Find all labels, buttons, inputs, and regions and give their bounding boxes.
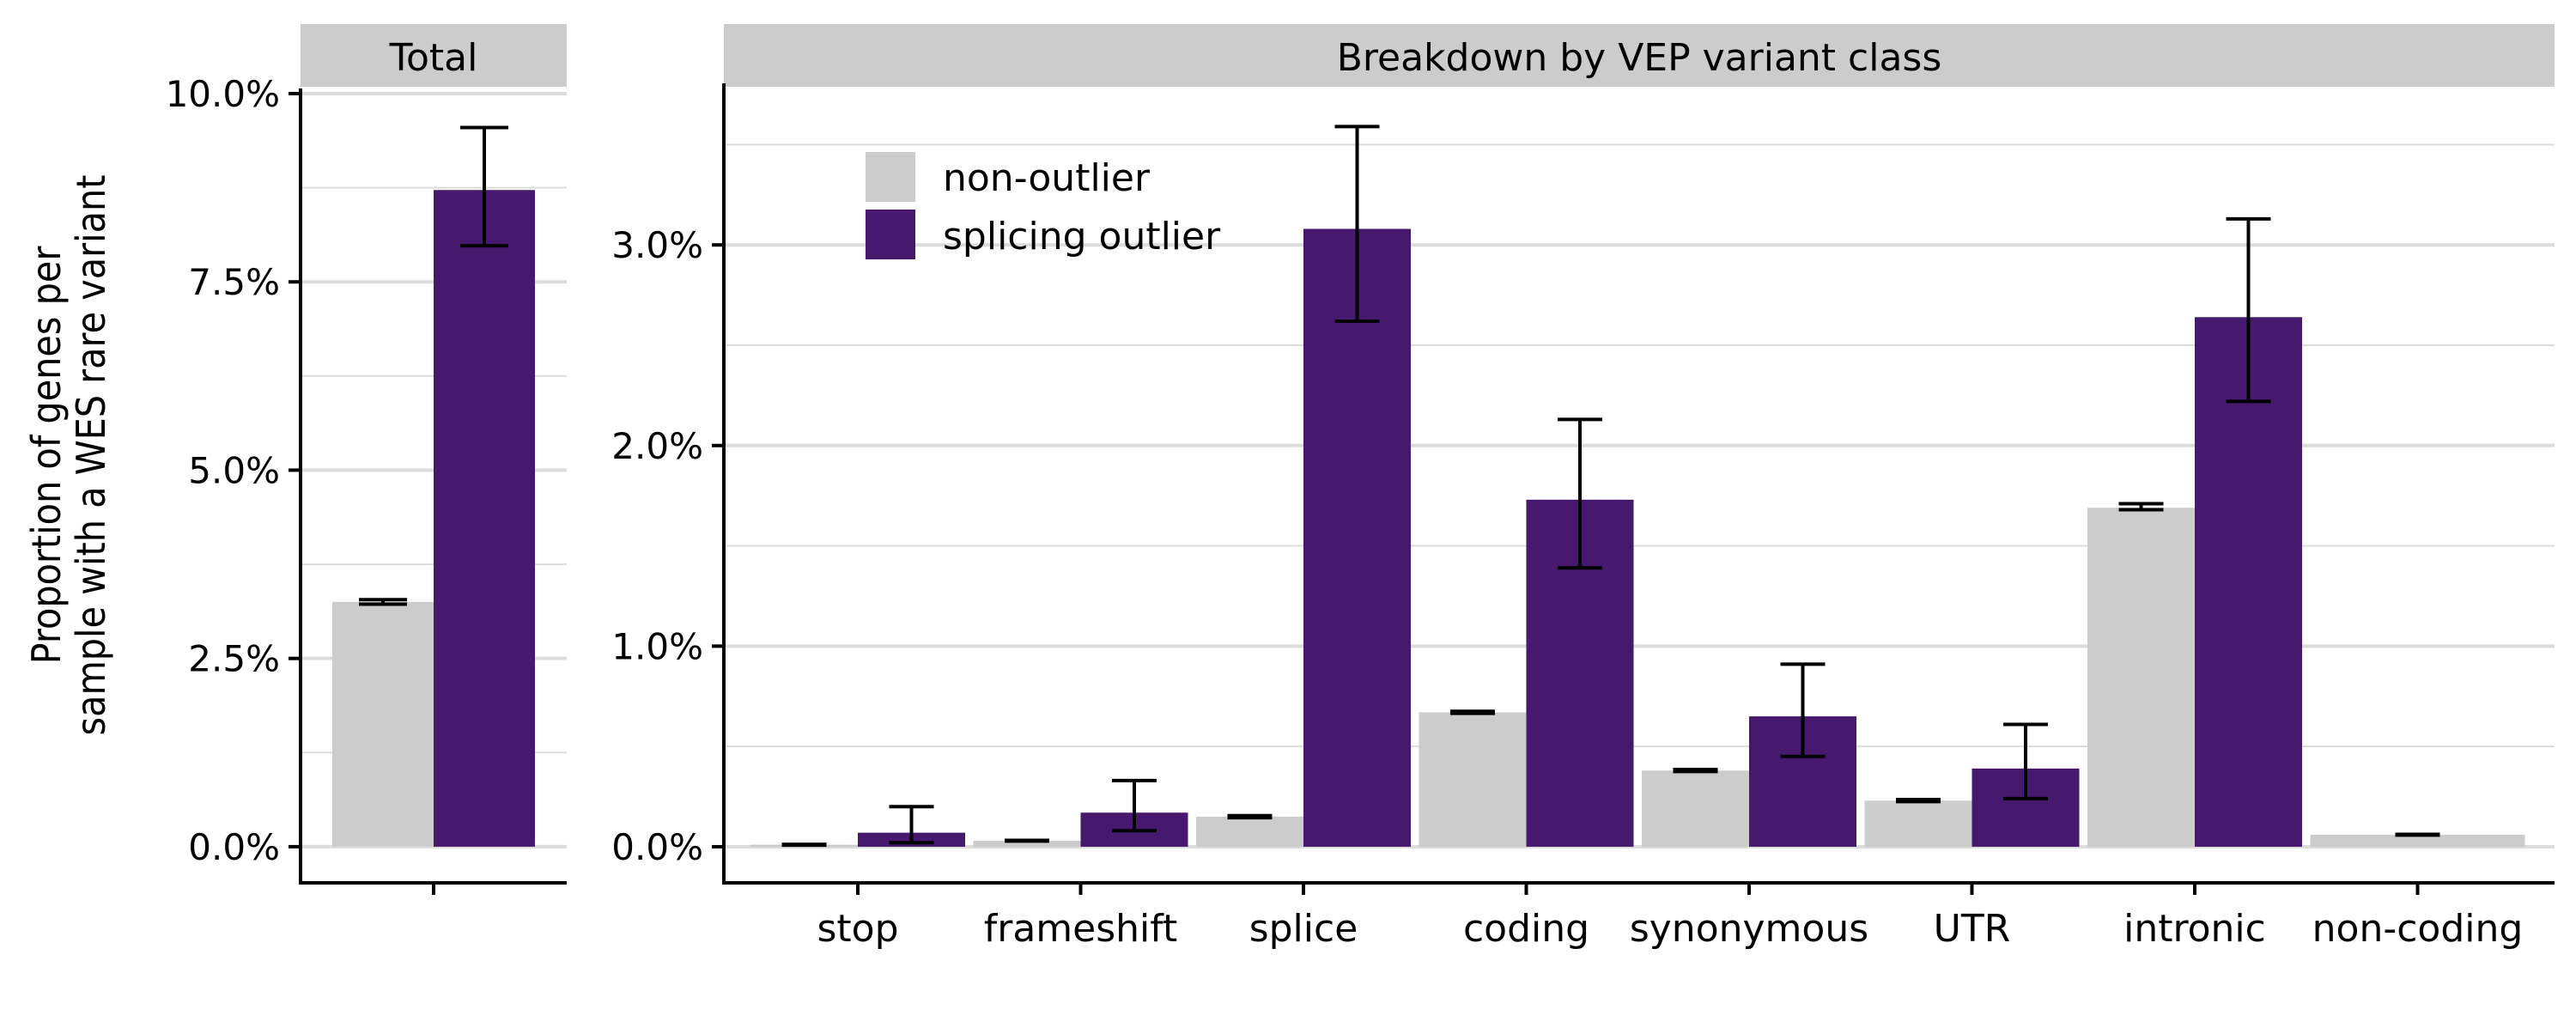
bar-non-outlier xyxy=(332,601,434,847)
legend-label-non-outlier: non-outlier xyxy=(943,156,1151,200)
x-tick-label: UTR xyxy=(1934,907,2011,951)
legend: non-outlier splicing outlier xyxy=(866,152,1221,259)
panel-title: Total xyxy=(389,36,478,80)
bar-non-outlier xyxy=(973,840,1081,847)
bar-non-outlier xyxy=(1419,712,1527,847)
panel-strip xyxy=(301,24,567,87)
y-axis-title: Proportion of genes per sample with a WE… xyxy=(24,175,115,736)
legend-swatch-splicing-outlier xyxy=(866,210,915,259)
y-axis-title-line-2: sample with a WES rare variant xyxy=(69,175,115,736)
panel-total: Total 0.0% 2.5% 5.0% 7.5% 10.0% xyxy=(166,24,567,895)
bar-non-outlier xyxy=(2310,834,2525,847)
y-tick-label: 7.5% xyxy=(188,261,280,303)
bar-non-outlier xyxy=(1196,816,1303,847)
x-tick-label: stop xyxy=(817,907,898,951)
y-axis-title-line-1: Proportion of genes per xyxy=(24,246,70,665)
y-tick-label: 1.0% xyxy=(611,625,703,667)
y-tick-label: 0.0% xyxy=(188,826,280,868)
legend-swatch-non-outlier xyxy=(866,152,915,202)
y-tick-label: 3.0% xyxy=(611,224,703,266)
panel-strip xyxy=(724,24,2555,87)
bar-non-outlier xyxy=(1642,770,1749,847)
x-tick-label: synonymous xyxy=(1630,907,1868,951)
y-tick-label: 5.0% xyxy=(188,449,280,491)
x-tick-label: splice xyxy=(1249,907,1358,951)
x-tick-label: non-coding xyxy=(2312,907,2524,951)
y-tick-label: 2.0% xyxy=(611,425,703,467)
bar-splicing-outlier xyxy=(434,190,535,847)
bar-splicing-outlier xyxy=(1303,228,1411,847)
legend-label-splicing-outlier: splicing outlier xyxy=(943,215,1221,258)
x-tick-label: intronic xyxy=(2123,907,2266,951)
x-tick-label: coding xyxy=(1463,907,1589,951)
bar-splicing-outlier xyxy=(2195,317,2302,847)
bar-non-outlier xyxy=(2087,508,2195,847)
x-tick-label: frameshift xyxy=(984,907,1177,951)
y-tick-label: 10.0% xyxy=(166,73,280,115)
bar-non-outlier xyxy=(1864,800,1972,847)
panel-title: Breakdown by VEP variant class xyxy=(1337,36,1942,80)
panel-breakdown: Breakdown by VEP variant class 0.0% 1.0% 2.… xyxy=(611,24,2555,951)
y-tick-label: 0.0% xyxy=(611,826,703,868)
y-tick-label: 2.5% xyxy=(188,638,280,680)
